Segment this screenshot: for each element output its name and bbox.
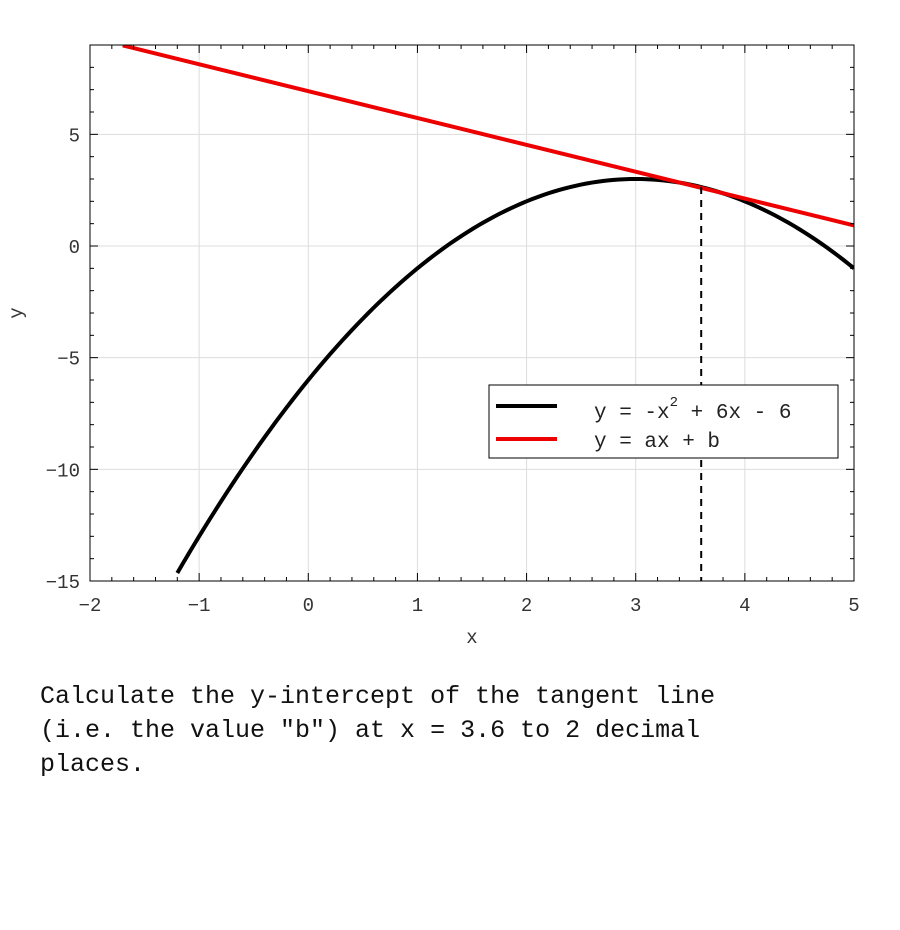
x-tick-label: 3 — [630, 595, 641, 617]
x-axis-label: x — [466, 627, 477, 649]
y-tick-label: 0 — [69, 237, 80, 259]
x-tick-label: 5 — [848, 595, 859, 617]
x-tick-label: 1 — [412, 595, 423, 617]
legend-label-tangent: y = ax + b — [594, 431, 720, 454]
plot-frame — [89, 44, 855, 582]
y-axis-label: y — [6, 307, 28, 318]
y-tick-label: −10 — [46, 460, 80, 482]
plot-border — [89, 44, 855, 582]
x-tick-label: −2 — [79, 595, 102, 617]
legend-box — [488, 384, 839, 459]
x-tick-label: 2 — [521, 595, 532, 617]
y-tick-label: −5 — [57, 349, 80, 371]
y-tick-label: −15 — [46, 572, 80, 594]
tangent-line — [122, 45, 854, 228]
x-tick-label: 0 — [303, 595, 314, 617]
parabola-line — [175, 176, 854, 574]
ticks: −2 −1 0 1 2 3 4 5−15−10−505 — [46, 44, 860, 617]
legend-label-parabola: y = -x2 + 6x - 6 — [594, 395, 791, 425]
plot-series — [122, 45, 854, 581]
question-text: Calculate the y-intercept of the tangent… — [40, 682, 716, 779]
chart: −2 −1 0 1 2 3 4 5−15−10−505 x y y = -x2 + 6x - … — [6, 44, 860, 649]
x-tick-label: 4 — [739, 595, 750, 617]
y-tick-label: 5 — [69, 125, 80, 147]
grid — [89, 45, 855, 582]
x-tick-label: −1 — [188, 595, 211, 617]
legend: y = -x2 + 6x - 6 y = ax + b — [488, 384, 839, 459]
